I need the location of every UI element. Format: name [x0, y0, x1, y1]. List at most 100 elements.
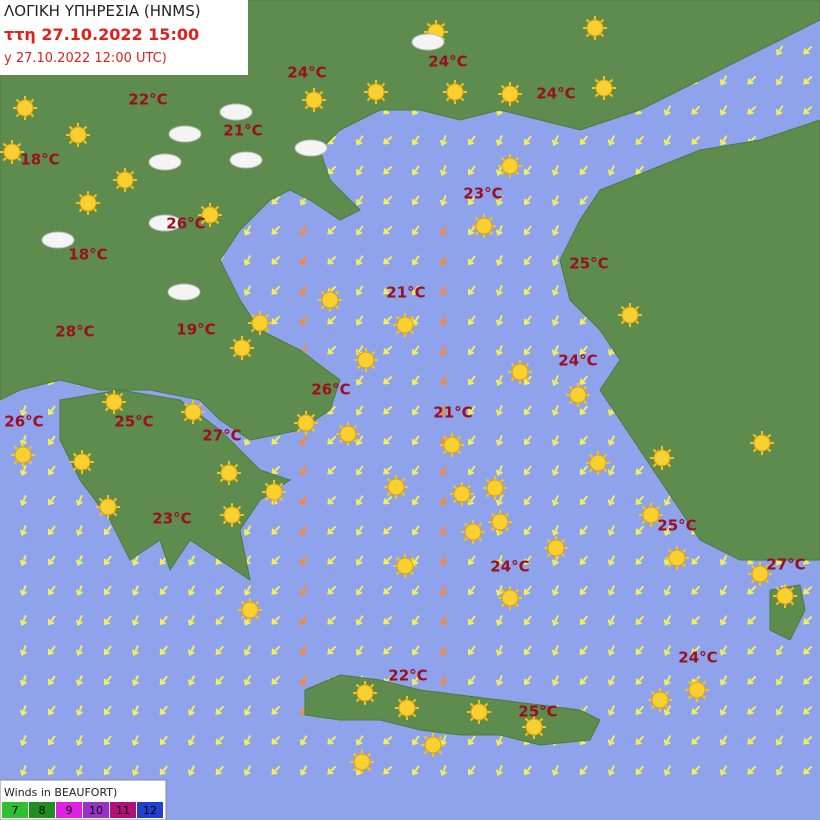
wind-arrow: [411, 225, 420, 236]
wind-arrow: [299, 255, 308, 266]
sun-icon: [3, 143, 21, 161]
wind-arrow: [467, 195, 476, 206]
wind-arrow: [439, 224, 448, 237]
wind-arrow: [663, 585, 672, 596]
wind-arrow: [551, 165, 559, 177]
wind-arrow: [551, 405, 559, 417]
wind-arrow: [495, 314, 503, 327]
sun-icon: [776, 587, 794, 605]
wind-arrow: [215, 735, 225, 745]
wind-arrow: [243, 285, 252, 296]
wind-arrow: [719, 75, 728, 86]
wind-arrow: [439, 344, 448, 357]
sun-icon: [387, 478, 405, 496]
wind-arrow: [159, 615, 168, 626]
header-utc: y 27.10.2022 12:00 UTC): [4, 51, 167, 66]
wind-arrow: [635, 615, 645, 625]
wind-arrow: [75, 704, 83, 717]
wind-arrow: [495, 674, 503, 687]
wind-arrow: [551, 765, 559, 777]
wind-arrow: [75, 734, 83, 747]
sun-icon: [753, 434, 771, 452]
wind-arrow: [551, 135, 559, 147]
wind-arrow: [47, 765, 56, 776]
wind-arrow: [607, 465, 616, 476]
wind-arrow: [355, 585, 364, 596]
wind-arrow: [383, 465, 393, 475]
wind-arrow: [327, 495, 337, 505]
sun-icon: [653, 449, 671, 467]
wind-arrow: [775, 675, 784, 686]
wind-arrow: [607, 135, 616, 146]
wind-arrow: [299, 645, 308, 656]
wind-arrow: [187, 615, 196, 626]
wind-arrow: [271, 285, 281, 295]
wind-arrow: [775, 705, 784, 716]
wind-arrow: [691, 135, 701, 145]
wind-arrow: [551, 435, 559, 447]
wind-arrow: [47, 435, 56, 446]
wind-arrow: [327, 315, 337, 325]
wind-arrow: [607, 675, 616, 686]
wind-arrow: [523, 495, 532, 506]
wind-arrow: [19, 704, 28, 717]
wind-arrow: [19, 674, 28, 687]
wind-arrow: [215, 615, 225, 625]
sun-icon: [668, 549, 686, 567]
wind-arrow: [299, 735, 308, 746]
wind-arrow: [523, 135, 532, 146]
wind-arrow: [327, 765, 337, 775]
wind-arrow: [187, 705, 196, 716]
wind-arrow: [803, 105, 813, 115]
cloud-icon: [294, 139, 328, 157]
wind-arrow: [327, 465, 337, 475]
wind-arrow: [607, 435, 616, 446]
sun-icon: [297, 414, 315, 432]
wind-arrow: [467, 285, 476, 296]
wind-arrow: [607, 525, 616, 536]
sun-icon: [105, 393, 123, 411]
sun-icon: [16, 99, 34, 117]
temperature-label: 22°C: [388, 667, 427, 685]
wind-arrow: [383, 285, 393, 295]
wind-arrow: [271, 555, 281, 565]
wind-arrow: [635, 555, 645, 565]
wind-arrow: [215, 585, 225, 595]
wind-arrow: [579, 165, 588, 176]
wind-arrow: [327, 165, 337, 175]
wind-arrow: [635, 585, 645, 595]
wind-arrow: [551, 255, 559, 267]
wind-arrow: [383, 525, 393, 535]
wind-arrow: [579, 555, 588, 566]
wind-arrow: [523, 315, 532, 326]
wind-arrow: [579, 615, 588, 626]
wind-arrow: [439, 134, 448, 147]
sun-icon: [201, 206, 219, 224]
weather-icons: [0, 16, 797, 774]
wind-arrow: [355, 255, 364, 266]
temperature-label: 24°C: [536, 85, 575, 103]
wind-arrow: [579, 495, 588, 506]
wind-arrow: [75, 764, 83, 777]
wind-arrow: [747, 765, 757, 775]
wind-arrow: [215, 645, 225, 655]
wind-arrow: [19, 734, 28, 747]
wind-arrow: [523, 555, 532, 566]
wind-arrow: [579, 585, 588, 596]
wind-arrow: [747, 645, 757, 655]
wind-arrow: [579, 345, 588, 356]
wind-arrow: [271, 675, 281, 685]
header-box: [0, 0, 248, 75]
wind-arrow: [243, 705, 252, 716]
wind-arrow: [467, 585, 476, 596]
wind-arrow: [47, 735, 56, 746]
wind-arrow: [327, 255, 337, 265]
wind-arrow: [439, 194, 448, 207]
wind-arrow: [327, 525, 337, 535]
temperature-label: 26°C: [311, 381, 350, 399]
legend-swatch: [2, 802, 28, 818]
wind-arrow: [383, 225, 393, 235]
wind-arrow: [355, 315, 364, 326]
sun-icon: [357, 351, 375, 369]
wind-arrow: [439, 464, 448, 477]
